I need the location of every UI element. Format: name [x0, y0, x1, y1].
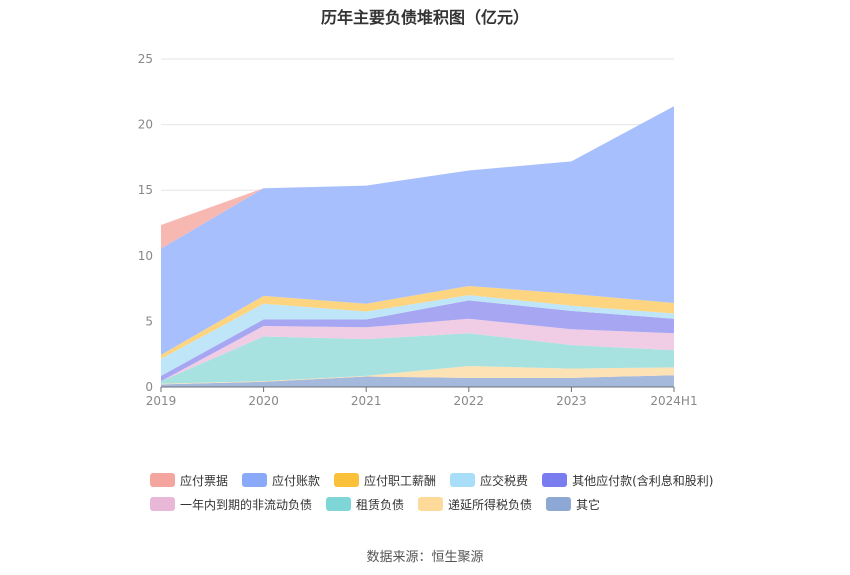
axes: 0 5 10 15 20 25 2019 2020 2021 2022 2023 2024H1 [138, 52, 698, 408]
legend-swatch [326, 497, 352, 511]
legend-label: 应付票据 [180, 473, 229, 488]
legend-swatch [334, 473, 360, 487]
legend-item[interactable]: 应付职工薪酬 [334, 472, 436, 488]
area-series-7 [161, 106, 674, 355]
data-source-note: 数据来源：恒生聚源 [366, 550, 484, 565]
legend-swatch [150, 497, 175, 511]
legend-item[interactable]: 应付账款 [242, 472, 320, 488]
y-tick-label: 15 [138, 183, 153, 197]
area-series-1 [161, 366, 674, 385]
chart-title: 历年主要负债堆积图（亿元） [320, 8, 529, 27]
area-series-0 [161, 375, 674, 387]
legend-label: 一年内到期的非流动负债 [180, 497, 313, 512]
area-series-4 [161, 300, 674, 382]
legend-item[interactable]: 其他应付款(含利息和股利) [542, 472, 713, 488]
legend-items: 应付票据 应付账款 应付职工薪酬 应交税费 其他应付款(含利息和股利) 一年内到期的非流动… [150, 472, 730, 520]
legend-item[interactable]: 应付票据 [150, 472, 228, 488]
legend-label: 递延所得税负债 [448, 497, 533, 512]
legend-label: 租赁负债 [356, 497, 405, 512]
stacked-areas [161, 106, 674, 387]
legend-label: 其它 [576, 497, 601, 512]
x-tick-label: 2023 [556, 394, 587, 408]
y-tick-label: 10 [138, 249, 153, 263]
x-tick-label: 2024H1 [650, 394, 697, 408]
area-series-5 [161, 295, 674, 376]
area-series-2 [161, 333, 674, 384]
legend-swatch [546, 497, 572, 511]
legend-swatch [542, 473, 568, 487]
area-series-6 [161, 285, 674, 359]
legend-swatch [242, 473, 268, 487]
legend-item[interactable]: 应交税费 [450, 472, 528, 488]
legend-item[interactable]: 递延所得税负债 [418, 496, 532, 512]
area-series-3 [161, 318, 674, 382]
legend-label: 其他应付款(含利息和股利) [572, 473, 714, 488]
x-tick-label: 2022 [454, 394, 485, 408]
legend-item[interactable]: 租赁负债 [326, 496, 404, 512]
x-tick-label: 2019 [146, 394, 177, 408]
legend-label: 应付职工薪酬 [364, 473, 437, 488]
legend-item[interactable]: 其它 [546, 496, 600, 512]
legend-item[interactable]: 一年内到期的非流动负债 [150, 496, 312, 512]
y-tick-label: 0 [145, 380, 153, 394]
y-tick-label: 25 [138, 52, 153, 66]
legend-swatch [450, 473, 476, 487]
x-tick-label: 2020 [248, 394, 279, 408]
legend-label: 应交税费 [480, 473, 529, 488]
x-tick-label: 2021 [351, 394, 382, 408]
legend-swatch [150, 473, 175, 487]
y-tick-label: 5 [145, 314, 153, 328]
legend-label: 应付账款 [272, 473, 321, 488]
legend: 应付票据 应付账款 应付职工薪酬 应交税费 其他应付款(含利息和股利) 一年内到期的非流动… [150, 472, 730, 520]
y-tick-label: 20 [138, 118, 153, 132]
legend-swatch [418, 497, 444, 511]
